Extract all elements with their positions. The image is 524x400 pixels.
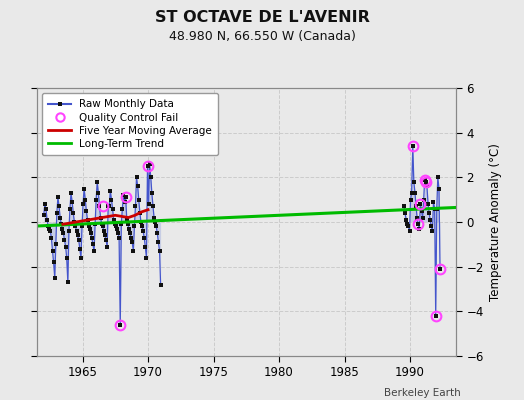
- Legend: Raw Monthly Data, Quality Control Fail, Five Year Moving Average, Long-Term Tren: Raw Monthly Data, Quality Control Fail, …: [42, 93, 219, 155]
- Text: Berkeley Earth: Berkeley Earth: [385, 388, 461, 398]
- Text: 48.980 N, 66.550 W (Canada): 48.980 N, 66.550 W (Canada): [169, 30, 355, 43]
- Text: ST OCTAVE DE L'AVENIR: ST OCTAVE DE L'AVENIR: [155, 10, 369, 25]
- Y-axis label: Temperature Anomaly (°C): Temperature Anomaly (°C): [489, 143, 502, 301]
